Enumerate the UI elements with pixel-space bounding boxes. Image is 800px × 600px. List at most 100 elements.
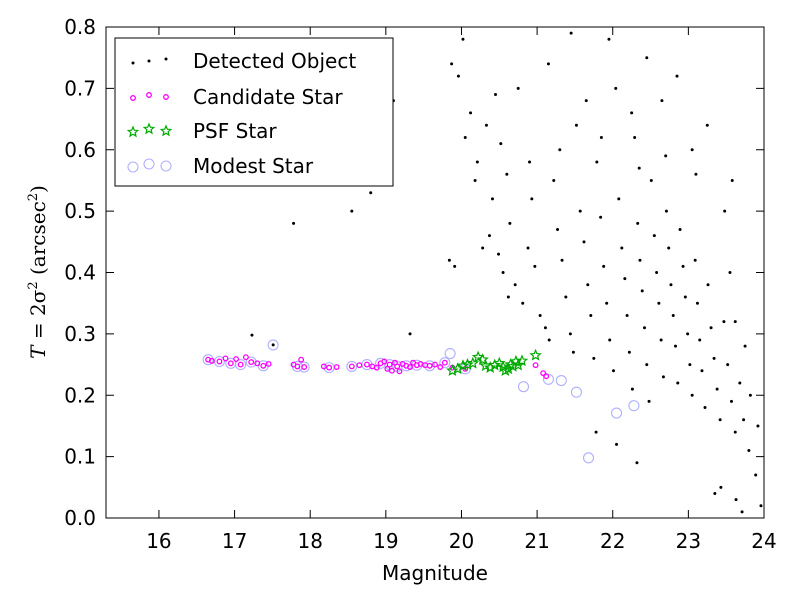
point-detected-object	[620, 246, 624, 250]
point-detected-object	[530, 197, 534, 201]
point-detected-object	[643, 326, 647, 330]
point-detected-object	[733, 320, 737, 324]
point-candidate-star	[432, 361, 438, 368]
point-candidate-star	[388, 367, 395, 374]
x-tick-label: 16	[146, 529, 171, 553]
point-detected-object	[490, 197, 494, 201]
y-tick-label: 0.8	[64, 15, 96, 39]
point-detected-object	[754, 473, 758, 477]
point-detected-object	[669, 283, 673, 287]
point-candidate-star	[532, 362, 539, 369]
point-detected-object	[528, 160, 532, 164]
point-detected-object	[625, 313, 629, 317]
point-detected-object	[526, 246, 530, 250]
point-detected-object	[734, 498, 738, 502]
point-candidate-star	[265, 360, 272, 367]
point-modest-star	[444, 347, 456, 360]
point-detected-object	[461, 37, 465, 41]
point-candidate-star	[294, 363, 301, 370]
y-tick-label: 0.4	[64, 261, 96, 285]
point-modest-star	[542, 373, 554, 385]
point-detected-object	[586, 283, 590, 287]
point-candidate-star	[242, 354, 249, 361]
x-tick-label: 20	[449, 529, 474, 553]
point-detected-object	[733, 430, 737, 434]
point-detected-object	[659, 338, 663, 342]
point-detected-object	[513, 283, 517, 287]
point-detected-object	[574, 123, 578, 127]
point-detected-object	[723, 209, 727, 213]
point-detected-object	[667, 246, 671, 250]
y-axis-label-sup2: 2	[26, 193, 41, 201]
point-detected-object	[715, 387, 719, 391]
x-axis-label: Magnitude	[382, 561, 488, 585]
point-detected-object	[671, 313, 675, 317]
point-detected-object	[568, 332, 572, 336]
point-detected-object	[742, 418, 746, 422]
legend-marker-modest-star	[143, 158, 155, 170]
point-detected-object	[602, 264, 606, 268]
y-tick-label: 0.1	[64, 445, 96, 469]
legend-marker-candidate-star	[130, 95, 136, 101]
point-candidate-star	[407, 364, 413, 370]
point-detected-object	[713, 491, 717, 495]
point-detected-object	[657, 301, 661, 305]
point-candidate-star	[248, 359, 255, 366]
point-psf-star	[488, 358, 501, 371]
point-modest-star	[245, 356, 257, 368]
point-detected-object	[615, 442, 619, 446]
point-candidate-star	[426, 362, 433, 369]
point-detected-object	[487, 234, 491, 238]
y-axis-label-close: )	[26, 185, 50, 193]
legend-marker-detected-object	[164, 57, 168, 61]
point-candidate-star	[326, 364, 333, 371]
point-detected-object	[547, 338, 551, 342]
legend-marker-detected-object	[131, 61, 135, 65]
ticks-layer: 16 17 18 19 20 21 22 23 24 0.0 0.1 0.2 0.3 0.4 0.5 0.6 0…	[64, 15, 777, 553]
point-candidate-star	[543, 373, 550, 380]
point-detected-object	[552, 178, 556, 182]
point-detected-object	[250, 333, 254, 337]
legend-marker-candidate-star	[146, 92, 152, 98]
y-axis-label-eq: = 2σ	[26, 289, 50, 345]
x-tick-label: 21	[524, 529, 549, 553]
point-psf-star	[456, 359, 470, 372]
point-detected-object	[569, 31, 573, 35]
point-detected-object	[645, 56, 649, 60]
point-modest-star	[628, 400, 640, 412]
point-detected-object	[748, 393, 752, 397]
point-detected-object	[408, 332, 412, 336]
point-candidate-star	[381, 358, 388, 365]
point-candidate-star	[441, 359, 448, 366]
point-detected-object	[516, 86, 520, 90]
point-detected-object	[640, 289, 644, 293]
point-detected-object	[589, 313, 593, 317]
point-modest-star	[439, 357, 451, 369]
point-modest-star	[267, 339, 279, 351]
point-detected-object	[599, 215, 603, 219]
point-detected-object	[533, 264, 537, 268]
point-detected-object	[700, 369, 704, 373]
legend-label-detected-object: Detected Object	[193, 49, 356, 73]
y-axis-label-unit: (arcsec	[26, 201, 50, 281]
point-detected-object	[690, 393, 694, 397]
point-detected-object	[674, 344, 678, 348]
point-psf-star	[529, 348, 542, 361]
point-detected-object	[683, 295, 687, 299]
y-tick-label: 0.2	[64, 383, 96, 407]
point-detected-object	[521, 301, 525, 305]
point-detected-object	[594, 430, 598, 434]
point-detected-object	[652, 234, 656, 238]
point-candidate-star	[540, 370, 547, 377]
point-detected-object	[747, 448, 751, 452]
point-modest-star	[202, 354, 214, 366]
y-axis-label-sup1: 2	[26, 281, 41, 289]
point-detected-object	[664, 209, 668, 213]
legend-marker-psf-star	[126, 125, 140, 138]
y-tick-label: 0.0	[64, 506, 96, 530]
point-detected-object	[705, 123, 709, 127]
point-detected-object	[637, 166, 641, 170]
legend-label-candidate-star: Candidate Star	[193, 85, 343, 109]
point-candidate-star	[222, 355, 229, 362]
